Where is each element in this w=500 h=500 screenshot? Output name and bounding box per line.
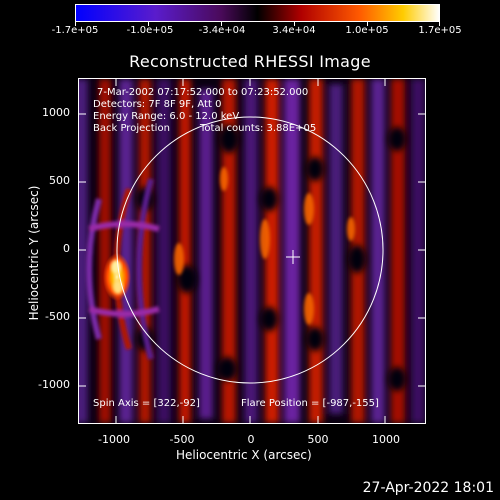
y-axis-title: Heliocentric Y (arcsec) — [27, 185, 41, 321]
y-tick-label: 500 — [49, 174, 70, 187]
rhessi-image-panel: 7-Mar-2002 07:17:52.000 to 07:23:52.000 … — [78, 78, 426, 424]
x-axis-title: Heliocentric X (arcsec) — [176, 448, 312, 462]
annotation-spin-axis: Spin Axis = [322,-92] — [93, 398, 200, 409]
x-tick-label: 1000 — [372, 433, 400, 446]
annotation-energy: Energy Range: 6.0 - 12.0 keV — [93, 111, 240, 122]
x-tick-label: -1000 — [98, 433, 130, 446]
annotation-method: Back Projection — [93, 123, 170, 134]
annotation-counts: Total counts: 3.88E+05 — [200, 123, 317, 134]
y-tick-label: 0 — [63, 242, 70, 255]
colorbar — [75, 4, 440, 22]
y-tick-label: 1000 — [42, 106, 70, 119]
annotation-flare-position: Flare Position = [-987,-155] — [241, 398, 379, 409]
image-title: Reconstructed RHESSI Image — [129, 52, 371, 71]
solar-limb-circle — [116, 116, 384, 384]
annotation-detectors: Detectors: 7F 8F 9F, Att 0 — [93, 99, 222, 110]
colorbar-tick-label: -1.7e+05 — [51, 25, 99, 36]
y-tick-label: -1000 — [38, 378, 70, 391]
colorbar-tick-label: 1.7e+05 — [418, 25, 462, 36]
colorbar-tick-label: -1.0e+05 — [126, 25, 174, 36]
render-timestamp: 27-Apr-2022 18:01 — [362, 480, 494, 496]
colorbar-tick-label: 3.4e+04 — [272, 25, 316, 36]
x-tick-label: 0 — [247, 433, 255, 446]
x-tick-label: -500 — [169, 433, 195, 446]
colorbar-tick-label: -3.4e+04 — [198, 25, 246, 36]
y-tick-label: -500 — [45, 310, 70, 323]
colorbar-tick-label: 1.0e+05 — [345, 25, 389, 36]
annotation-time: 7-Mar-2002 07:17:52.000 to 07:23:52.000 — [97, 87, 309, 98]
back-projection-image — [79, 79, 425, 423]
x-tick-label: 500 — [307, 433, 329, 446]
spin-axis-marker — [286, 250, 300, 264]
